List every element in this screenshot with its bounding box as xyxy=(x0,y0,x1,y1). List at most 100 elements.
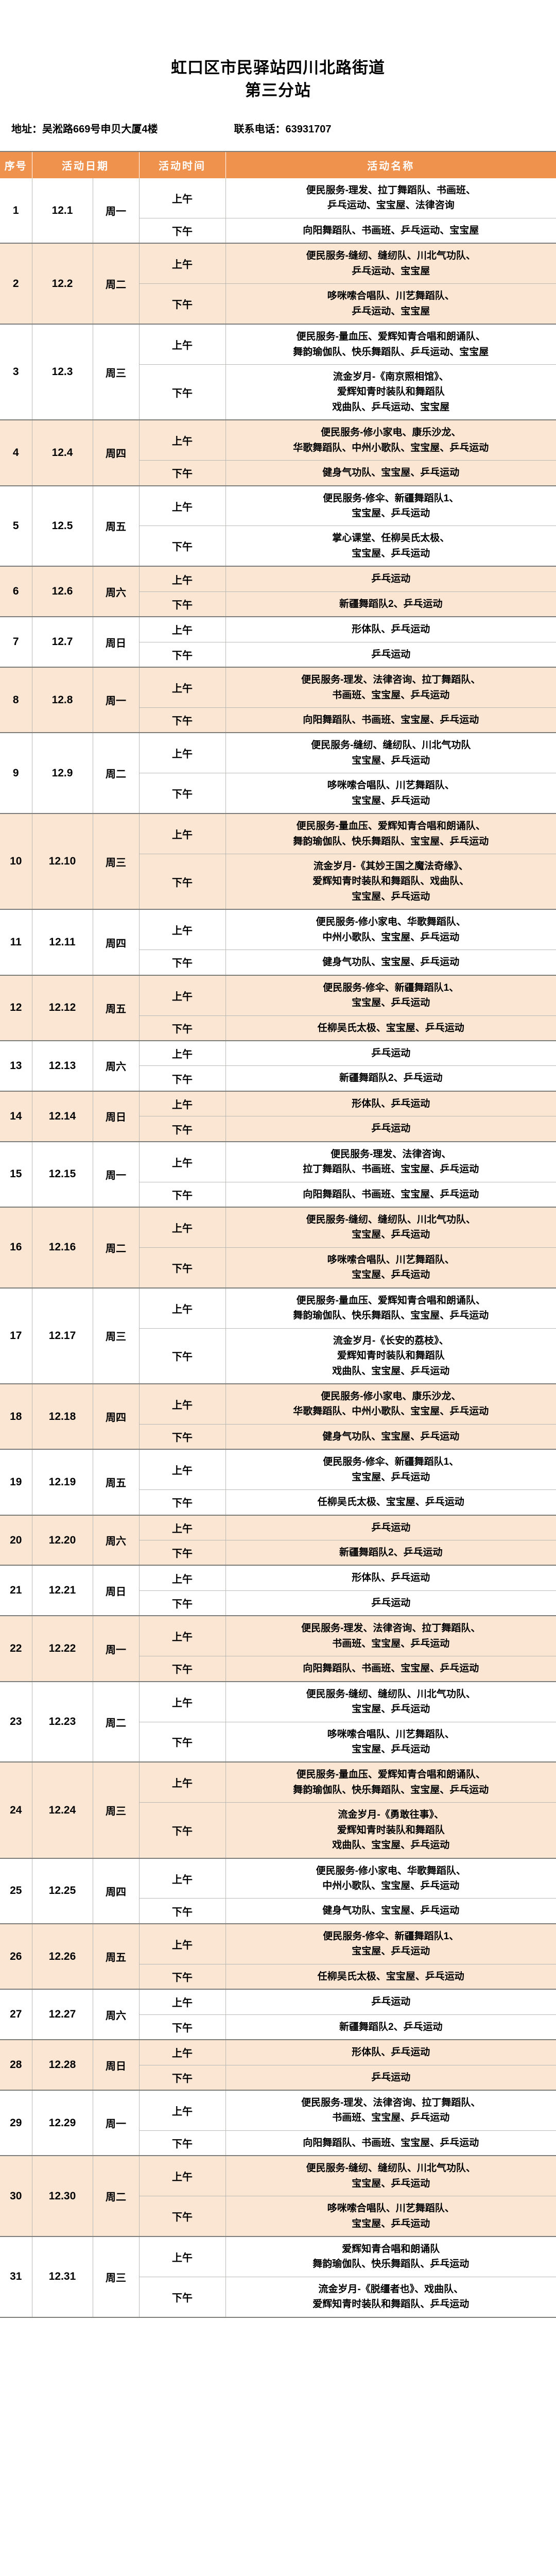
cell-weekday: 周二 xyxy=(93,1681,140,1763)
cell-activity-afternoon: 乒乓运动 xyxy=(225,1116,556,1142)
table-row: 13 12.13 周六 上午 乒乓运动 xyxy=(0,1040,556,1092)
cell-time-afternoon: 下午 xyxy=(139,950,226,976)
table-row: 15 12.15 周一 上午 便民服务-理发、法律咨询、 拉丁舞蹈队、书画班、宝宝屋、乒… xyxy=(0,1141,556,1208)
table-row: 22 12.22 周一 上午 便民服务-理发、法律咨询、拉丁舞蹈队、 书画班、宝宝屋、乒… xyxy=(0,1616,556,1682)
table-row: 下午 向阳舞蹈队、书画班、乒乓运动、宝宝屋 xyxy=(0,218,556,244)
table-row: 7 12.7 周日 上午 形体队、乒乓运动 xyxy=(0,617,556,668)
cell-time-morning: 上午 xyxy=(139,2040,226,2065)
table-row: 下午 乒乓运动 xyxy=(0,1590,556,1617)
cell-sequence-number: 24 xyxy=(0,1762,32,1859)
cell-activity-afternoon: 掌心课堂、任柳吴氏太极、 宝宝屋、乒乓运动 xyxy=(225,526,556,567)
cell-activity-date: 12.6 xyxy=(32,566,93,618)
cell-sequence-number: 25 xyxy=(0,1858,32,1924)
cell-activity-afternoon: 新疆舞蹈队2、乒乓运动 xyxy=(225,2014,556,2041)
table-row: 下午 流金岁月-《勇敢往事》、 爱辉知青时装队和舞蹈队 戏曲队、宝宝屋、乒乓运动 xyxy=(0,1802,556,1859)
address-text: 地址：吴淞路669号申贝大厦4楼 xyxy=(11,124,158,135)
table-row: 10 12.10 周三 上午 便民服务-量血压、爱辉知青合唱和朗诵队、 舞韵瑜伽队、快乐… xyxy=(0,814,556,910)
cell-sequence-number: 21 xyxy=(0,1565,32,1617)
cell-activity-afternoon: 新疆舞蹈队2、乒乓运动 xyxy=(225,591,556,618)
cell-activity-morning: 便民服务-缝纫、缝纫队、川北气功队、 乒乓运动、宝宝屋 xyxy=(225,243,556,284)
table-row: 21 12.21 周日 上午 形体队、乒乓运动 xyxy=(0,1565,556,1617)
cell-activity-date: 12.27 xyxy=(32,1989,93,2041)
cell-time-afternoon: 下午 xyxy=(139,1424,226,1450)
cell-activity-date: 12.23 xyxy=(32,1681,93,1763)
cell-time-afternoon: 下午 xyxy=(139,1590,226,1617)
table-row: 23 12.23 周二 上午 便民服务-缝纫、缝纫队、川北气功队、 宝宝屋、乒乓运动 xyxy=(0,1681,556,1763)
cell-activity-afternoon: 向阳舞蹈队、书画班、宝宝屋、乒乓运动 xyxy=(225,707,556,734)
table-row: 12 12.12 周五 上午 便民服务-修伞、新疆舞蹈队1、 宝宝屋、乒乓运动 xyxy=(0,975,556,1041)
cell-activity-date: 12.1 xyxy=(32,178,93,244)
cell-activity-date: 12.21 xyxy=(32,1565,93,1617)
cell-time-afternoon: 下午 xyxy=(139,854,226,910)
cell-activity-morning: 便民服务-修伞、新疆舞蹈队1、 宝宝屋、乒乓运动 xyxy=(225,1923,556,1964)
table-row: 下午 健身气功队、宝宝屋、乒乓运动 xyxy=(0,950,556,976)
cell-sequence-number: 20 xyxy=(0,1515,32,1566)
cell-weekday: 周六 xyxy=(93,1040,140,1092)
cell-weekday: 周三 xyxy=(93,2236,140,2318)
cell-time-afternoon: 下午 xyxy=(139,1802,226,1859)
cell-time-afternoon: 下午 xyxy=(139,591,226,618)
cell-weekday: 周一 xyxy=(93,1616,140,1682)
cell-activity-afternoon: 向阳舞蹈队、书画班、宝宝屋、乒乓运动 xyxy=(225,1656,556,1682)
cell-sequence-number: 18 xyxy=(0,1383,32,1450)
cell-activity-morning: 便民服务-缝纫、缝纫队、川北气功队 宝宝屋、乒乓运动 xyxy=(225,733,556,774)
cell-activity-morning: 便民服务-理发、法律咨询、拉丁舞蹈队、 书画班、宝宝屋、乒乓运动 xyxy=(225,2090,556,2131)
cell-activity-morning: 便民服务-修伞、新疆舞蹈队1、 宝宝屋、乒乓运动 xyxy=(225,975,556,1016)
cell-sequence-number: 1 xyxy=(0,178,32,244)
cell-activity-morning: 乒乓运动 xyxy=(225,1040,556,1066)
cell-activity-date: 12.28 xyxy=(32,2040,93,2091)
table-row: 下午 向阳舞蹈队、书画班、宝宝屋、乒乓运动 xyxy=(0,1182,556,1208)
cell-activity-morning: 便民服务-修小家电、华歌舞蹈队、 中州小歌队、宝宝屋、乒乓运动 xyxy=(225,909,556,951)
cell-time-morning: 上午 xyxy=(139,2090,226,2131)
cell-activity-morning: 便民服务-量血压、爱辉知青合唱和朗诵队、 舞韵瑜伽队、快乐舞蹈队、宝宝屋、乒乓运… xyxy=(225,1762,556,1803)
cell-activity-date: 12.9 xyxy=(32,733,93,815)
cell-weekday: 周六 xyxy=(93,1515,140,1566)
cell-activity-morning: 便民服务-理发、法律咨询、 拉丁舞蹈队、书画班、宝宝屋、乒乓运动 xyxy=(225,1141,556,1182)
cell-activity-afternoon: 乒乓运动 xyxy=(225,1590,556,1617)
cell-time-afternoon: 下午 xyxy=(139,2014,226,2041)
cell-weekday: 周四 xyxy=(93,420,140,486)
cell-activity-date: 12.2 xyxy=(32,243,93,325)
cell-weekday: 周四 xyxy=(93,1858,140,1924)
table-row: 19 12.19 周五 上午 便民服务-修伞、新疆舞蹈队1、 宝宝屋、乒乓运动 xyxy=(0,1449,556,1516)
cell-sequence-number: 29 xyxy=(0,2090,32,2157)
cell-time-morning: 上午 xyxy=(139,485,226,527)
table-row: 6 12.6 周六 上午 乒乓运动 xyxy=(0,566,556,618)
cell-time-afternoon: 下午 xyxy=(139,364,226,421)
cell-activity-afternoon: 哆咪嗦合唱队、川艺舞蹈队、 乒乓运动、宝宝屋 xyxy=(225,283,556,325)
cell-activity-date: 12.24 xyxy=(32,1762,93,1859)
cell-activity-date: 12.19 xyxy=(32,1449,93,1516)
table-row: 29 12.29 周一 上午 便民服务-理发、法律咨询、拉丁舞蹈队、 书画班、宝宝屋、乒… xyxy=(0,2090,556,2157)
cell-time-afternoon: 下午 xyxy=(139,1328,226,1384)
cell-time-afternoon: 下午 xyxy=(139,2196,226,2238)
cell-sequence-number: 2 xyxy=(0,243,32,325)
cell-time-morning: 上午 xyxy=(139,1383,226,1425)
table-row: 下午 流金岁月-《其妙王国之魔法奇缘》、 爱辉知青时装队和舞蹈队、戏曲队、 宝宝屋… xyxy=(0,854,556,910)
cell-time-morning: 上午 xyxy=(139,667,226,708)
cell-sequence-number: 13 xyxy=(0,1040,32,1092)
cell-activity-morning: 便民服务-量血压、爱辉知青合唱和朗诵队、 舞韵瑜伽队、快乐舞蹈队、宝宝屋、乒乓运… xyxy=(225,1287,556,1329)
table-row: 下午 流金岁月-《脱缰者也》、戏曲队、 爱辉知青时装队和舞蹈队、乒乓运动 xyxy=(0,2277,556,2318)
table-row: 28 12.28 周日 上午 形体队、乒乓运动 xyxy=(0,2040,556,2091)
cell-activity-afternoon: 新疆舞蹈队2、乒乓运动 xyxy=(225,1540,556,1566)
cell-time-morning: 上午 xyxy=(139,1207,226,1248)
cell-activity-date: 12.12 xyxy=(32,975,93,1041)
table-row: 下午 哆咪嗦合唱队、川艺舞蹈队、 宝宝屋、乒乓运动 xyxy=(0,1247,556,1289)
cell-activity-morning: 便民服务-修小家电、华歌舞蹈队、 中州小歌队、宝宝屋、乒乓运动 xyxy=(225,1858,556,1899)
table-row: 下午 哆咪嗦合唱队、川艺舞蹈队、 乒乓运动、宝宝屋 xyxy=(0,283,556,325)
cell-time-afternoon: 下午 xyxy=(139,773,226,815)
table-row: 24 12.24 周三 上午 便民服务-量血压、爱辉知青合唱和朗诵队、 舞韵瑜伽队、快乐… xyxy=(0,1762,556,1859)
cell-activity-date: 12.26 xyxy=(32,1923,93,1990)
cell-weekday: 周五 xyxy=(93,975,140,1041)
cell-time-afternoon: 下午 xyxy=(139,526,226,567)
header-row: 序号 活动日期 活动时间 活动名称 xyxy=(0,151,556,179)
cell-activity-morning: 乒乓运动 xyxy=(225,566,556,592)
table-row: 27 12.27 周六 上午 乒乓运动 xyxy=(0,1989,556,2041)
cell-activity-afternoon: 新疆舞蹈队2、乒乓运动 xyxy=(225,1065,556,1092)
contact-info: 地址：吴淞路669号申贝大厦4楼 联系电话：63931707 xyxy=(0,121,556,135)
cell-activity-afternoon: 哆咪嗦合唱队、川艺舞蹈队、 宝宝屋、乒乓运动 xyxy=(225,1722,556,1763)
cell-time-morning: 上午 xyxy=(139,1565,226,1591)
cell-sequence-number: 31 xyxy=(0,2236,32,2318)
table-row: 下午 健身气功队、宝宝屋、乒乓运动 xyxy=(0,1424,556,1450)
cell-sequence-number: 19 xyxy=(0,1449,32,1516)
